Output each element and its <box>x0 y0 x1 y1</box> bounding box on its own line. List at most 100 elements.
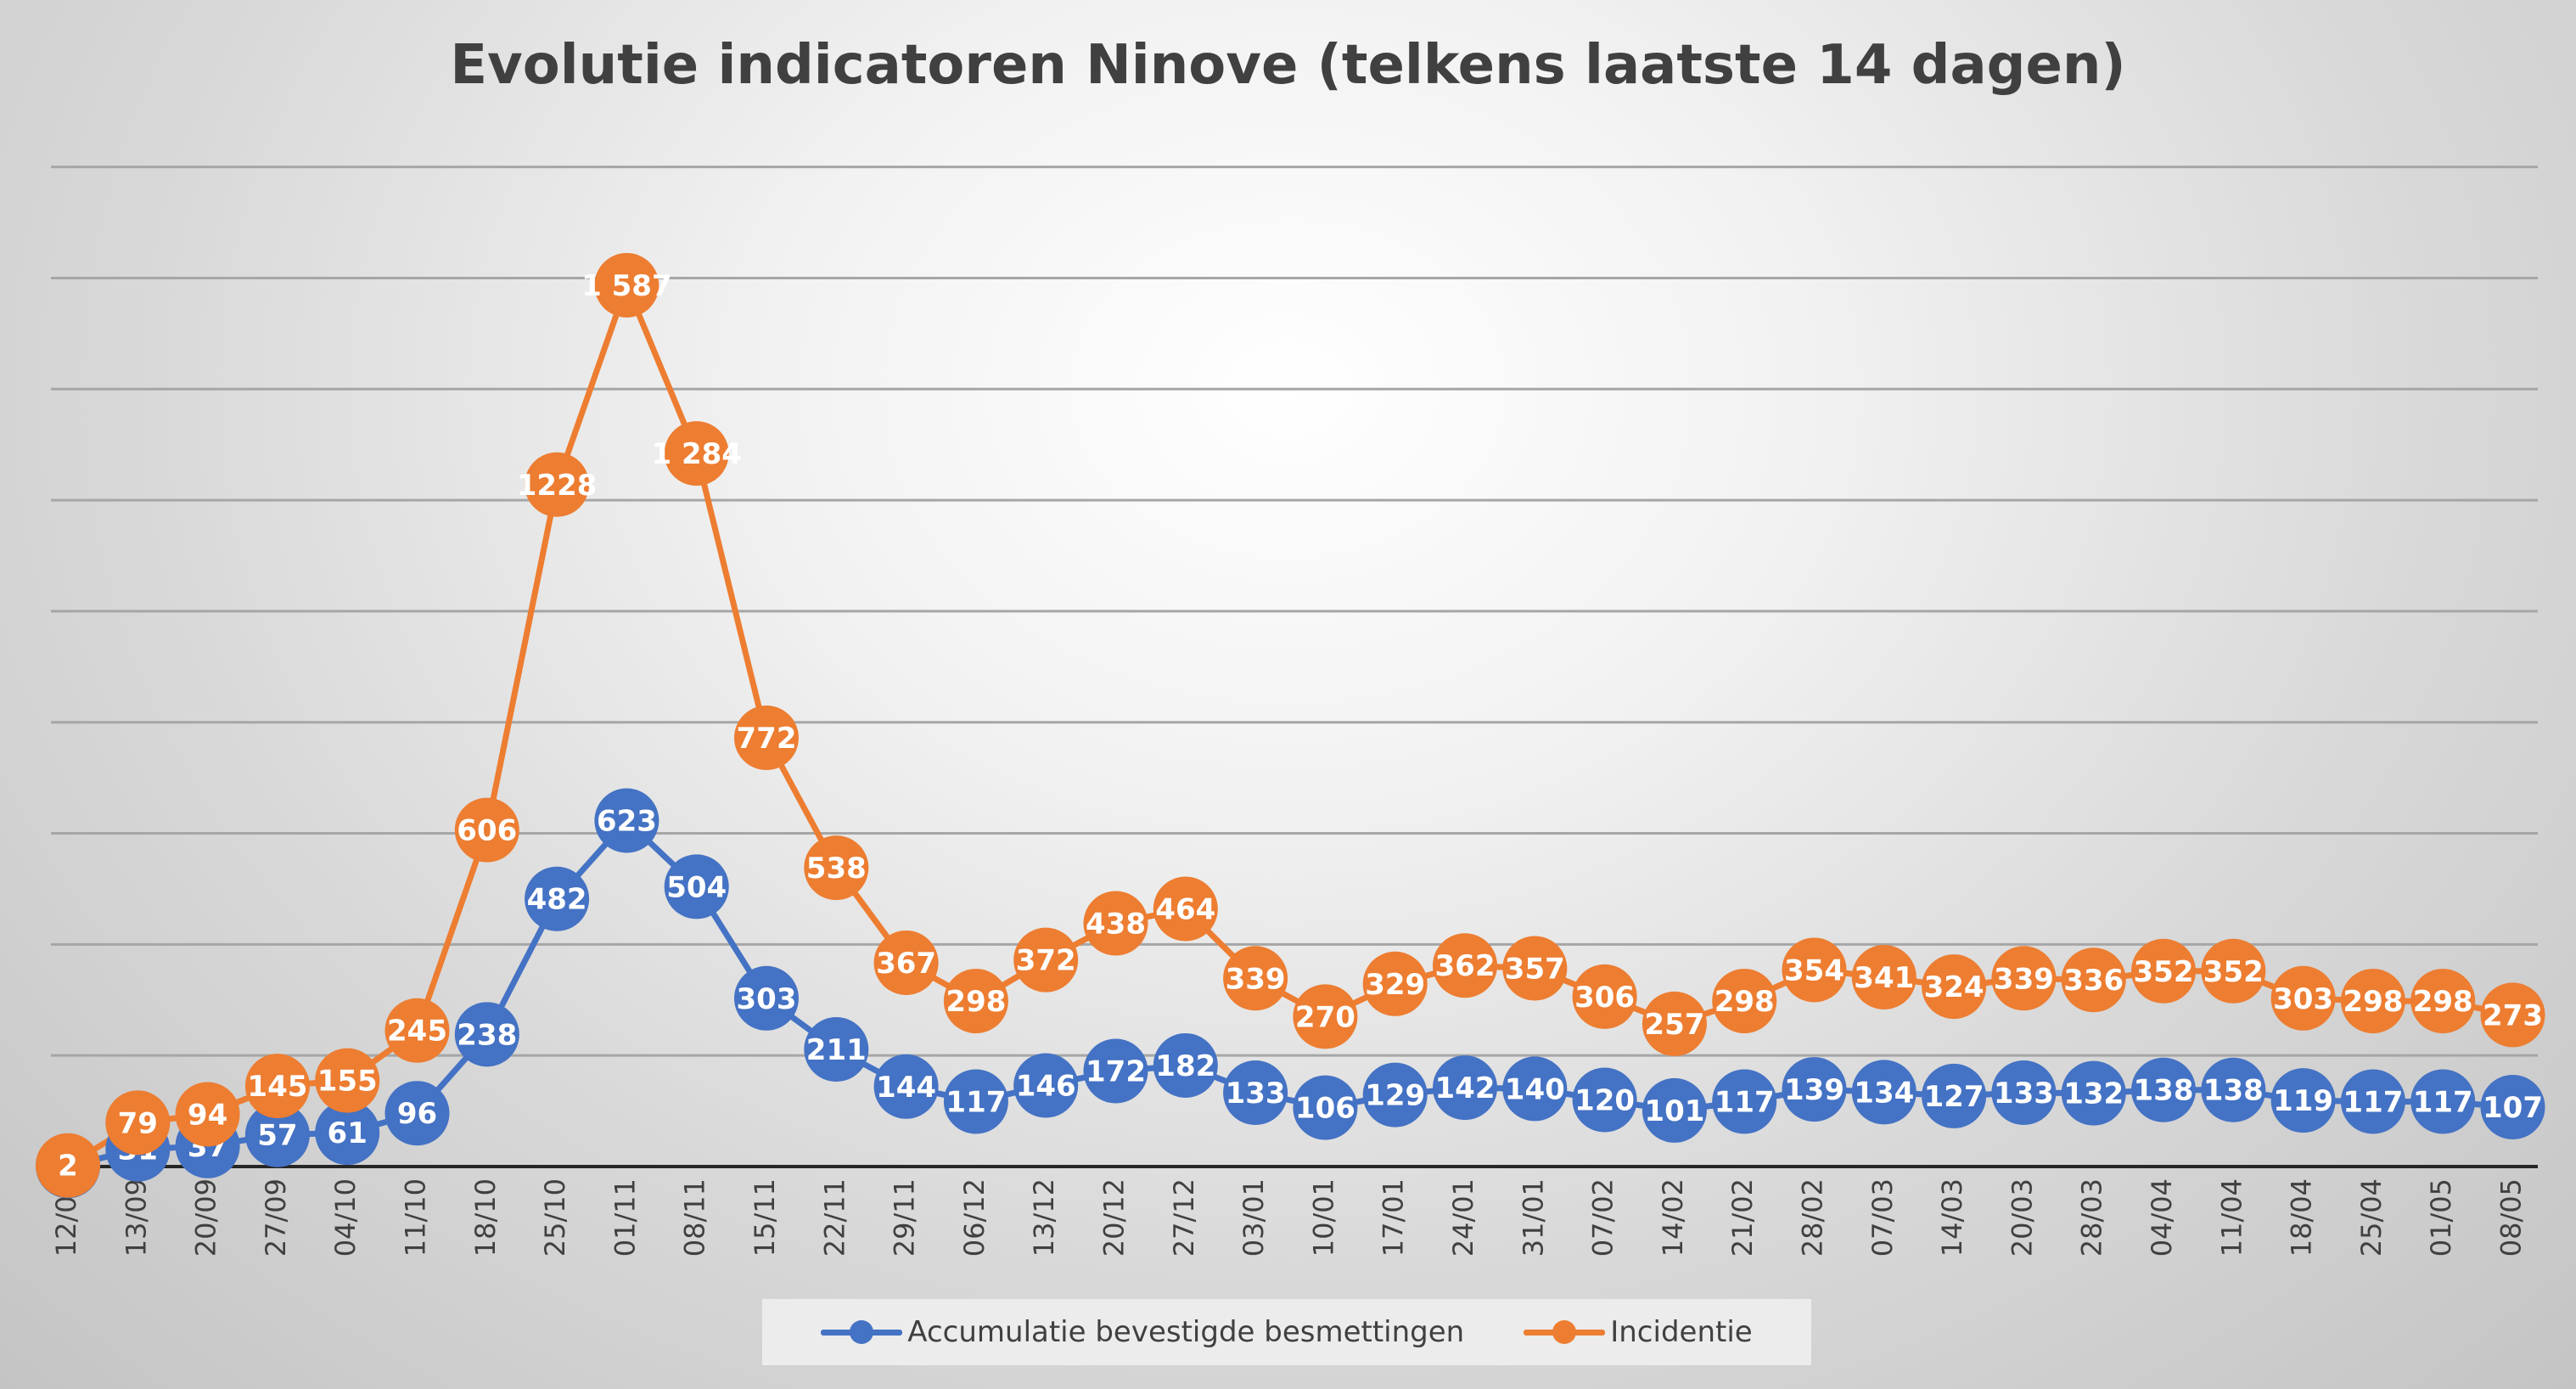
data-label: 238 <box>457 1018 517 1052</box>
x-tick-label: 21/02 <box>1726 1178 1759 1257</box>
data-point <box>1851 1060 1917 1125</box>
data-point <box>1782 937 1847 1003</box>
data-point <box>2480 982 2545 1048</box>
data-point <box>1433 933 1497 998</box>
data-label: 339 <box>1994 962 2054 996</box>
x-tick-label: 22/11 <box>818 1178 850 1257</box>
data-point <box>1922 1063 1987 1128</box>
data-label: 132 <box>2063 1077 2124 1111</box>
x-tick-label: 25/04 <box>2355 1178 2388 1257</box>
data-point <box>804 1016 869 1082</box>
x-tick-label: 13/12 <box>1028 1178 1060 1257</box>
data-point <box>1991 1060 2057 1126</box>
data-label: 324 <box>1924 970 1984 1004</box>
data-point <box>943 1069 1008 1134</box>
chart-title: Evolutie indicatoren Ninove (telkens laa… <box>450 34 2126 97</box>
data-label: 139 <box>1784 1073 1844 1107</box>
data-label: 270 <box>1295 1000 1355 1034</box>
data-label: 245 <box>387 1015 447 1049</box>
x-tick-label: 03/01 <box>1237 1178 1270 1257</box>
data-point <box>1013 927 1079 993</box>
data-point <box>2410 969 2476 1034</box>
data-label: 464 <box>1155 892 1215 926</box>
data-label: 79 <box>118 1106 158 1140</box>
data-label: 117 <box>2343 1085 2403 1119</box>
data-label: 606 <box>457 814 517 848</box>
data-point <box>1223 1060 1288 1126</box>
x-tick-label: 18/04 <box>2286 1178 2318 1257</box>
data-label: 298 <box>1715 985 1775 1019</box>
data-point <box>2131 938 2196 1004</box>
x-tick-label: 14/03 <box>1936 1178 1968 1257</box>
data-point <box>2131 1057 2196 1122</box>
x-tick-label: 08/11 <box>679 1178 711 1257</box>
data-label: 142 <box>1435 1071 1496 1105</box>
data-label: 96 <box>397 1097 437 1131</box>
data-label: 303 <box>737 982 797 1016</box>
x-tick-label: 29/11 <box>889 1178 921 1257</box>
data-label: 329 <box>1365 968 1425 1002</box>
data-label: 172 <box>1086 1054 1146 1088</box>
legend-item-incidentie: Incidentie <box>1524 1315 1753 1349</box>
x-tick-label: 07/03 <box>1866 1178 1899 1257</box>
data-point <box>175 1082 240 1147</box>
data-label: 298 <box>946 985 1006 1019</box>
data-label: 134 <box>1854 1076 1914 1110</box>
data-point <box>36 1133 100 1198</box>
data-point <box>804 835 869 901</box>
data-point <box>454 1002 519 1067</box>
data-label: 1 587 <box>581 269 671 303</box>
data-label: 352 <box>2203 955 2264 989</box>
data-label: 367 <box>876 947 936 981</box>
data-label: 138 <box>2203 1074 2264 1108</box>
data-point <box>594 252 659 318</box>
data-point <box>1153 1032 1218 1098</box>
data-point <box>1712 1069 1777 1134</box>
data-point <box>873 1054 939 1119</box>
data-label: 772 <box>737 722 797 756</box>
data-point <box>1083 891 1148 956</box>
data-label: 120 <box>1574 1084 1635 1118</box>
x-tick-label: 18/10 <box>469 1178 502 1257</box>
data-label: 129 <box>1365 1079 1425 1113</box>
data-label: 144 <box>876 1071 936 1105</box>
data-point <box>1013 1053 1079 1118</box>
data-label: 155 <box>317 1065 378 1099</box>
data-label: 339 <box>1226 962 1286 996</box>
x-tick-label: 17/01 <box>1378 1178 1410 1257</box>
data-label: 138 <box>2134 1074 2194 1108</box>
data-point <box>1991 946 2057 1011</box>
x-tick-label: 27/09 <box>260 1178 292 1257</box>
x-tick-label: 13/09 <box>120 1178 152 1257</box>
x-tick-label: 28/03 <box>2076 1178 2108 1257</box>
x-tick-label: 24/01 <box>1447 1178 1479 1257</box>
data-point <box>454 797 519 863</box>
data-label: 117 <box>946 1085 1006 1119</box>
data-label: 133 <box>1226 1077 1286 1111</box>
data-label: 354 <box>1784 953 1844 987</box>
data-label: 623 <box>597 804 657 838</box>
data-point <box>1293 984 1358 1049</box>
data-label: 357 <box>1505 952 1565 986</box>
data-label: 352 <box>2134 955 2194 989</box>
data-label: 372 <box>1016 944 1076 978</box>
data-label: 1228 <box>517 469 598 503</box>
data-point <box>1502 936 1568 1001</box>
data-point <box>664 421 729 486</box>
data-label: 146 <box>1016 1070 1076 1104</box>
data-label: 94 <box>188 1099 227 1133</box>
data-label: 140 <box>1505 1072 1565 1106</box>
data-label: 127 <box>1924 1080 1984 1114</box>
data-point <box>1502 1056 1568 1122</box>
x-tick-label: 01/11 <box>609 1178 641 1257</box>
data-point <box>1712 969 1777 1034</box>
data-label: 101 <box>1644 1094 1704 1128</box>
x-tick-label: 11/10 <box>400 1178 432 1257</box>
data-point <box>1153 876 1218 942</box>
data-label: 298 <box>2343 985 2403 1019</box>
data-point <box>525 866 590 931</box>
data-label: 482 <box>527 883 587 917</box>
x-tick-label: 07/02 <box>1587 1178 1619 1257</box>
data-label: 438 <box>1086 908 1146 942</box>
